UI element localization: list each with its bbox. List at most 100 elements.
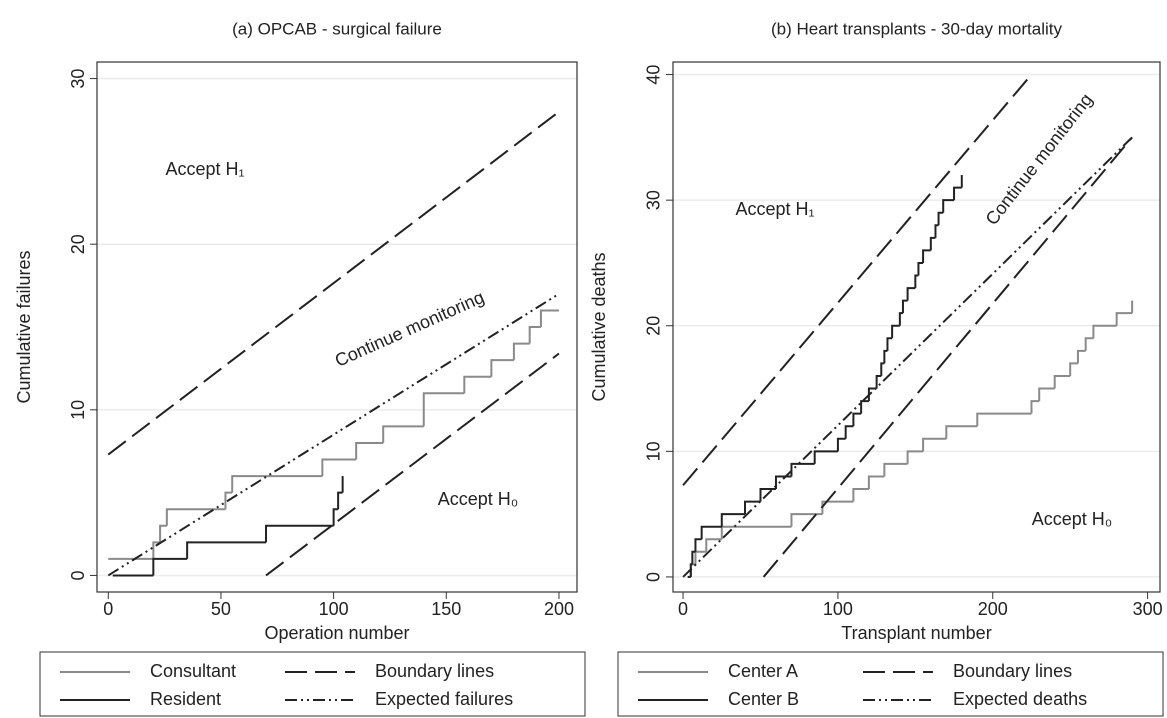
step-line [867,387,877,402]
step-line [463,375,492,394]
annotation: Accept H₀ [1032,509,1113,529]
y-tick-label: 20 [68,234,88,254]
step-line [852,412,862,427]
y-tick-label: 10 [68,400,88,420]
step-line [165,508,226,526]
y-tick-label: 0 [68,570,88,580]
step-line [231,475,323,493]
step-line [720,513,746,527]
x-tick-label: 100 [319,599,349,619]
x-tick-label: 0 [103,599,113,619]
step-line [186,541,267,559]
annotation: Accept H₁ [165,159,244,179]
legend-box [617,651,1164,717]
step-line [382,425,424,443]
line [682,136,1133,578]
step-line [813,450,838,464]
x-tick-label: 300 [1133,599,1163,619]
legend-label: Resident [150,689,221,709]
step-line [790,462,815,477]
step-line [945,425,978,439]
step-line [880,362,885,376]
step-line [1030,400,1040,414]
plot-frame [96,61,578,593]
x-axis-label: Transplant number [841,623,991,643]
step-line [355,441,384,460]
step-line [934,224,939,238]
line [107,293,560,577]
plot-frame [672,61,1161,593]
step-line [790,513,823,527]
y-axis-label: Cumulative failures [14,250,34,403]
legend-label: Boundary lines [953,661,1072,681]
y-tick-label: 10 [644,441,664,461]
step-line [821,500,854,515]
y-tick-label: 30 [644,190,664,210]
step-line [512,342,530,361]
step-line [691,550,696,565]
legend-label: Consultant [150,661,236,681]
legend-label: Boundary lines [375,661,494,681]
step-line [1092,324,1117,339]
step-line [917,261,924,276]
step-line [922,437,947,452]
y-tick-label: 40 [644,65,664,85]
step-line [922,249,931,263]
step-line [1053,374,1071,389]
legend-label: Expected failures [375,689,513,709]
step-line [875,374,882,389]
step-line [906,450,924,464]
step-line [836,437,846,452]
step-line [744,500,761,515]
x-tick-label: 50 [211,599,231,619]
legend-label: Center B [728,689,799,709]
step-line [321,458,357,477]
x-tick-label: 100 [823,599,853,619]
legend-label: Expected deaths [953,689,1087,709]
step-line [152,541,161,559]
step-line [891,324,900,339]
step-line [844,425,854,439]
annotation: Continue monitoring [982,90,1097,229]
step-line [883,349,888,364]
x-tick-label: 200 [978,599,1008,619]
y-tick-label: 30 [68,69,88,89]
step-line [937,211,944,226]
legend-label: Center A [728,661,798,681]
step-line [694,538,702,552]
x-tick-label: 200 [544,599,574,619]
step-line [976,412,1032,427]
step-line [852,488,869,502]
step-line [1076,349,1086,364]
step-line [337,491,343,510]
step-line [528,326,541,344]
step-line [860,400,869,414]
step-line [886,337,893,351]
step-line [700,525,722,540]
step-line [1084,337,1094,351]
step-line [422,392,465,427]
step-line [929,236,936,251]
annotation: Accept H₀ [438,489,519,509]
step-line [265,524,334,543]
x-tick-label: 150 [431,599,461,619]
y-tick-label: 20 [644,316,664,336]
step-line [867,475,885,490]
step-line [1038,387,1055,402]
chart-title: (b) Heart transplants - 30-day mortality [771,19,1062,38]
step-line [901,299,908,314]
step-line [906,287,916,301]
step-line [224,491,233,510]
annotation: Accept H₁ [735,199,814,219]
step-line [539,309,559,327]
step-line [1115,312,1133,326]
step-line [720,525,792,540]
y-tick-label: 0 [644,572,664,582]
legend-box [39,651,586,717]
step-line [694,550,707,565]
x-tick-label: 0 [678,599,688,619]
step-line [1069,362,1078,376]
step-line [490,359,514,377]
